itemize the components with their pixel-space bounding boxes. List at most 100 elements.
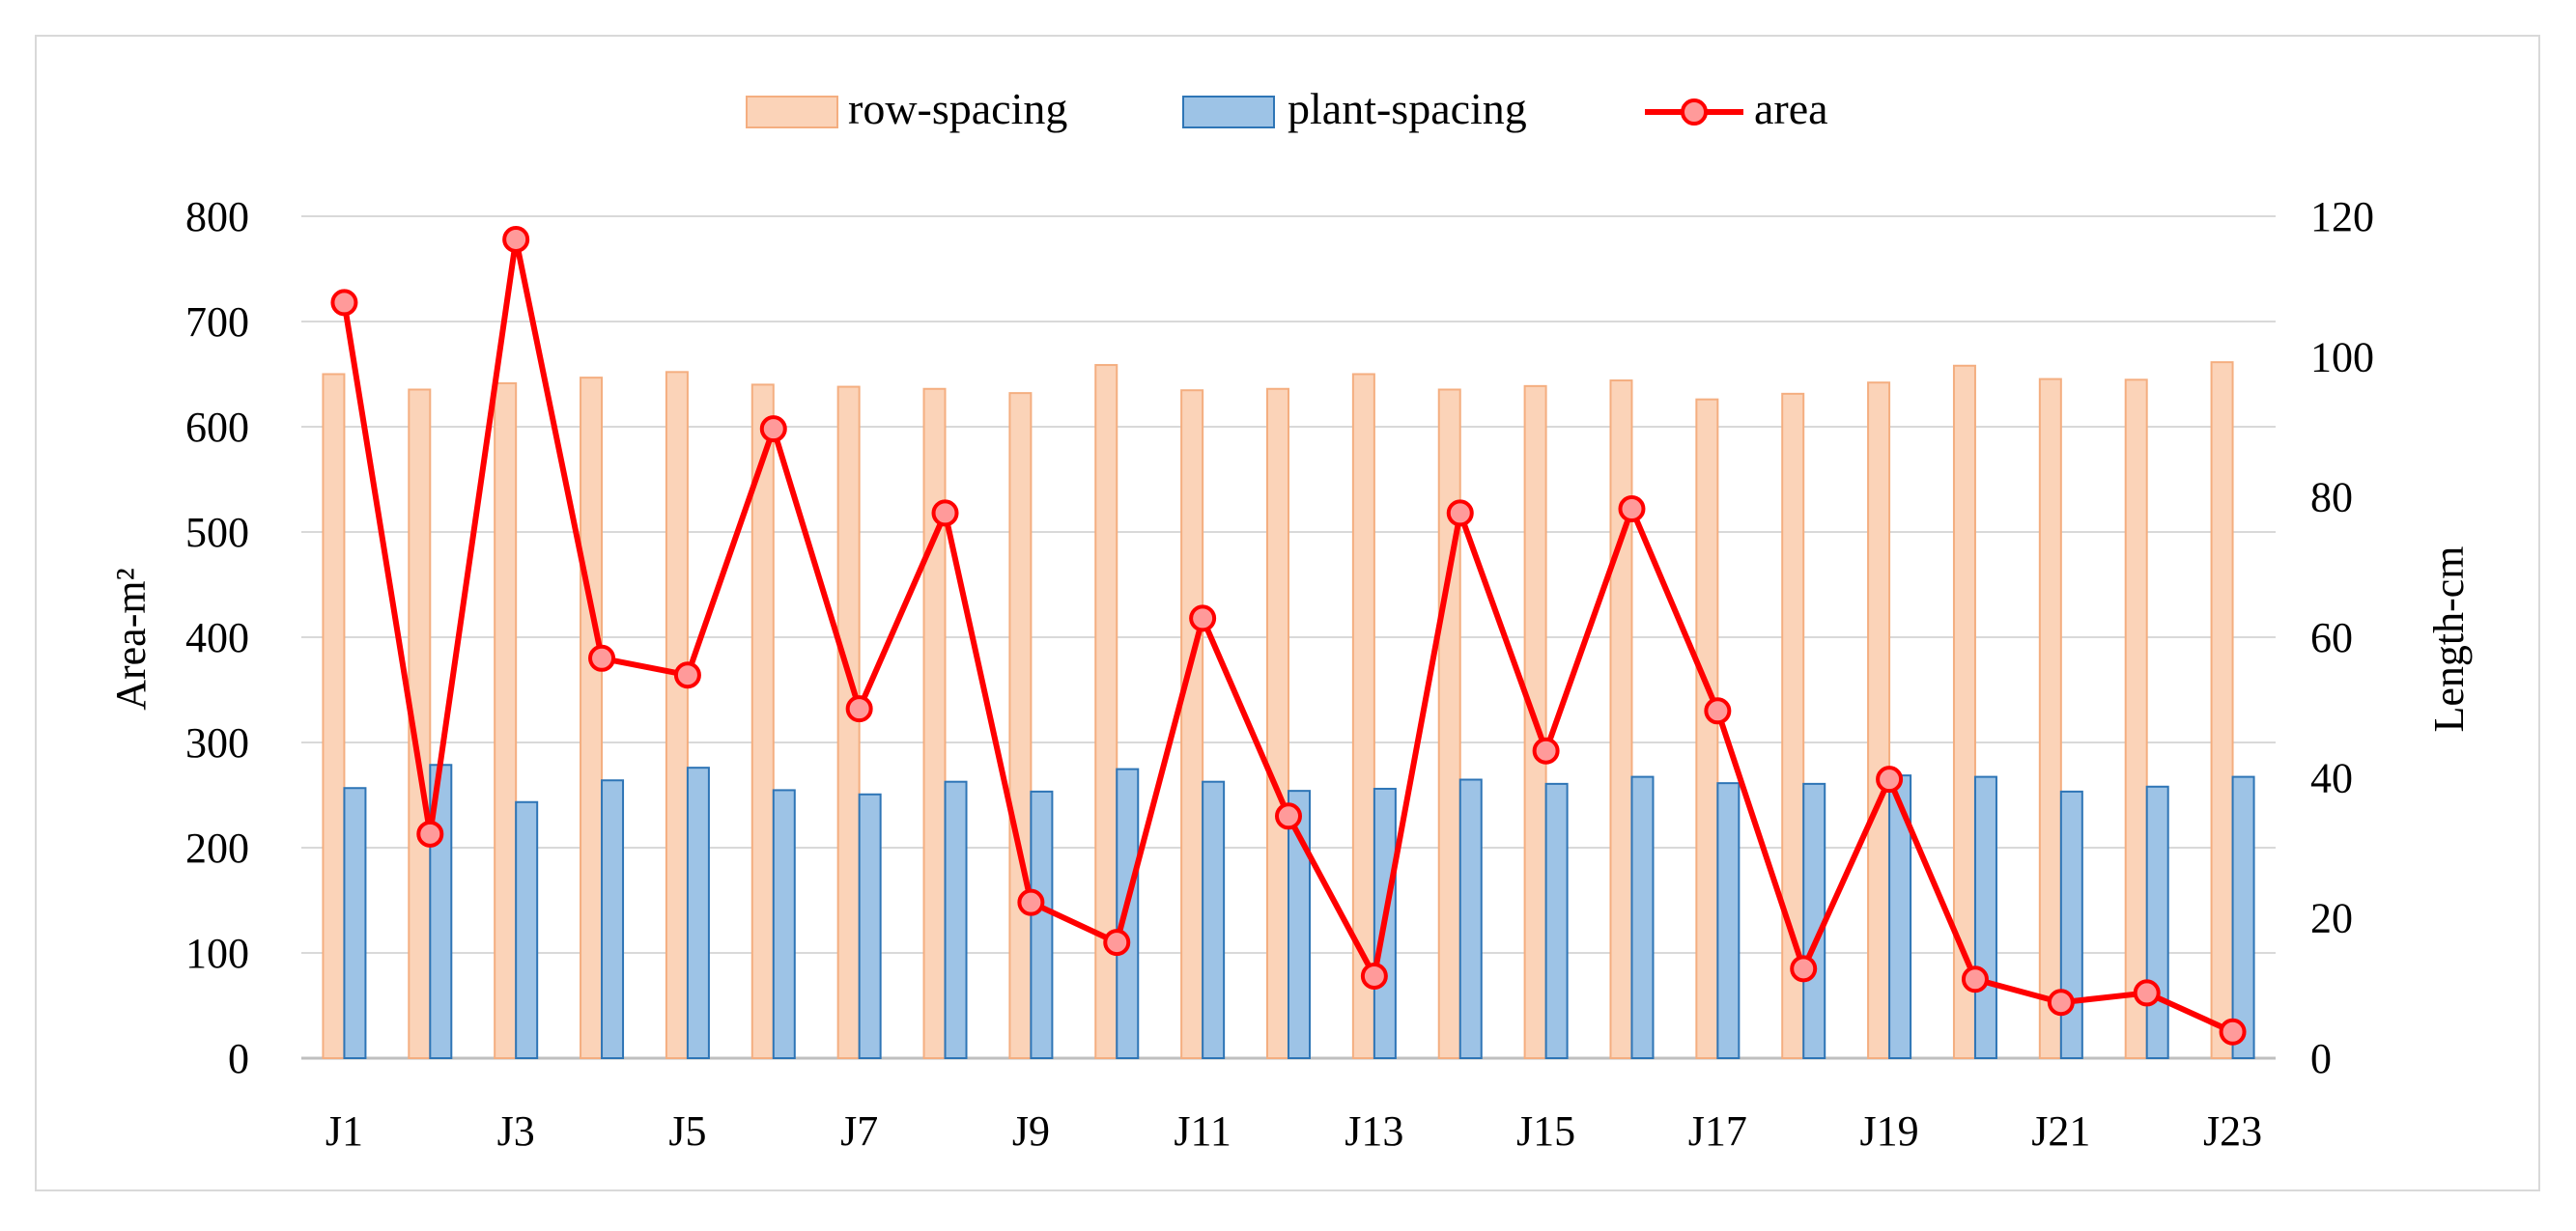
row-spacing-bar bbox=[1609, 379, 1633, 1060]
row-spacing-bar bbox=[1094, 364, 1118, 1059]
area-point bbox=[1360, 962, 1388, 990]
y-left-tick-label: 800 bbox=[185, 193, 249, 240]
area-point bbox=[2133, 979, 2161, 1007]
area-line bbox=[330, 225, 2247, 1046]
x-tick-label: J11 bbox=[1174, 1107, 1231, 1155]
y-right-tick-label: 100 bbox=[2310, 333, 2374, 380]
plant-spacing-bar bbox=[2059, 790, 2083, 1059]
legend-row-spacing-swatch bbox=[746, 96, 838, 128]
legend-area-marker bbox=[1681, 98, 1708, 126]
area-point bbox=[502, 225, 530, 253]
y-right-tick-label: 80 bbox=[2310, 474, 2353, 521]
row-spacing-bar bbox=[408, 388, 432, 1059]
plant-spacing-bar bbox=[1973, 775, 1997, 1060]
row-spacing-bar bbox=[1437, 388, 1461, 1059]
y-left-tick-label: 200 bbox=[185, 825, 249, 872]
area-point bbox=[1618, 495, 1646, 523]
plant-spacing-bar bbox=[515, 800, 539, 1059]
row-spacing-bar bbox=[1351, 373, 1375, 1059]
x-tick-label: J7 bbox=[840, 1107, 878, 1155]
row-spacing-bar bbox=[322, 373, 346, 1059]
x-tick-label: J3 bbox=[497, 1107, 535, 1155]
row-spacing-bar bbox=[1867, 381, 1891, 1060]
plant-spacing-bar bbox=[858, 793, 882, 1059]
x-tick-label: J9 bbox=[1012, 1107, 1050, 1155]
plant-spacing-bar bbox=[2231, 775, 2255, 1060]
row-spacing-bar bbox=[1695, 398, 1719, 1060]
y-left-tick-label: 100 bbox=[185, 930, 249, 977]
plant-spacing-bar bbox=[1630, 775, 1655, 1060]
plant-spacing-bar bbox=[1544, 782, 1569, 1060]
area-point bbox=[2219, 1018, 2247, 1046]
area-point bbox=[1790, 955, 1818, 983]
plant-spacing-bar bbox=[1288, 790, 1311, 1059]
row-spacing-bar bbox=[580, 377, 604, 1059]
area-point bbox=[1275, 802, 1302, 830]
row-spacing-bar bbox=[1266, 387, 1289, 1059]
row-spacing-bar bbox=[750, 383, 775, 1059]
row-spacing-bar bbox=[1781, 392, 1805, 1059]
plant-spacing-bar bbox=[686, 767, 710, 1059]
plant-spacing-bar bbox=[1116, 768, 1140, 1059]
area-point bbox=[845, 695, 873, 723]
x-tick-label: J17 bbox=[1688, 1107, 1747, 1155]
legend-plant-spacing-label: plant-spacing bbox=[1288, 84, 1527, 133]
plant-spacing-bar bbox=[1202, 780, 1226, 1060]
row-spacing-bar bbox=[1180, 389, 1204, 1060]
plant-spacing-bar bbox=[2145, 785, 2169, 1060]
row-spacing-bar bbox=[1952, 364, 1976, 1059]
plant-spacing-bar bbox=[944, 780, 968, 1060]
y-right-tick-label: 120 bbox=[2310, 193, 2374, 240]
y-right-tick-label: 20 bbox=[2310, 895, 2353, 942]
row-spacing-bar bbox=[2038, 378, 2062, 1059]
row-spacing-bar bbox=[922, 387, 947, 1059]
area-point bbox=[1961, 965, 1989, 993]
plant-spacing-bar bbox=[1458, 778, 1483, 1059]
y-left-tick-label: 700 bbox=[185, 298, 249, 346]
axis-labels: 0 100 200 300 400 500 600 700 800 0 20 40 60 80 100 120… bbox=[185, 193, 2374, 1155]
area-point bbox=[2047, 989, 2075, 1017]
row-spacing-bar bbox=[665, 371, 689, 1059]
x-tick-label: J5 bbox=[668, 1107, 706, 1155]
area-point bbox=[1532, 737, 1560, 765]
x-tick-label: J15 bbox=[1516, 1107, 1575, 1155]
area-point bbox=[416, 820, 444, 848]
x-tick-label: J13 bbox=[1345, 1107, 1403, 1155]
y-left-tick-label: 400 bbox=[185, 614, 249, 661]
legend: row-spacing plant-spacing area bbox=[746, 84, 1828, 133]
row-spacing-bar bbox=[1008, 392, 1033, 1059]
row-spacing-bar bbox=[494, 381, 518, 1059]
y-right-tick-label: 40 bbox=[2310, 754, 2353, 801]
plant-spacing-bar bbox=[1716, 782, 1741, 1059]
area-point bbox=[673, 661, 701, 689]
area-point bbox=[330, 289, 358, 317]
area-point bbox=[1103, 929, 1131, 957]
x-tick-label: J21 bbox=[2031, 1107, 2090, 1155]
x-tick-label: J19 bbox=[1860, 1107, 1919, 1155]
legend-area-label: area bbox=[1754, 84, 1828, 133]
plant-spacing-bar bbox=[1802, 782, 1826, 1060]
y-axis-left-title: Area-m² bbox=[107, 568, 155, 711]
area-point bbox=[588, 644, 616, 672]
y-left-tick-label: 300 bbox=[185, 719, 249, 767]
area-point bbox=[1189, 604, 1217, 632]
area-point bbox=[1446, 499, 1474, 527]
plant-spacing-bar bbox=[1030, 790, 1054, 1059]
row-spacing-bar bbox=[836, 385, 861, 1059]
plant-spacing-bar bbox=[343, 787, 367, 1059]
y-left-tick-label: 500 bbox=[185, 509, 249, 556]
area-point bbox=[1876, 766, 1904, 794]
y-axis-right-title: Length-cm bbox=[2425, 546, 2473, 732]
y-left-tick-label: 600 bbox=[185, 404, 249, 451]
plant-spacing-bar bbox=[601, 779, 625, 1059]
y-right-tick-label: 0 bbox=[2310, 1035, 2332, 1082]
x-tick-label: J23 bbox=[2203, 1107, 2262, 1155]
y-right-tick-label: 60 bbox=[2310, 614, 2353, 661]
area-point bbox=[1017, 888, 1045, 916]
x-tick-label: J1 bbox=[326, 1107, 363, 1155]
area-point bbox=[931, 499, 959, 527]
y-left-tick-label: 0 bbox=[228, 1035, 249, 1082]
row-spacing-bar bbox=[2210, 361, 2234, 1059]
legend-plant-spacing-swatch bbox=[1182, 96, 1275, 128]
